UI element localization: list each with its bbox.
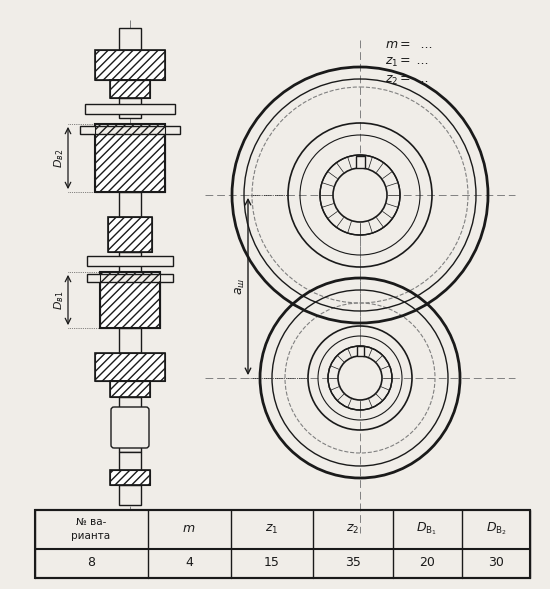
Bar [110, 381, 150, 397]
Bar [110, 80, 150, 98]
Text: $z_2$: $z_2$ [346, 522, 360, 535]
Bar [119, 485, 141, 505]
Text: 8: 8 [87, 557, 95, 570]
Bar [110, 470, 150, 485]
Bar [100, 272, 160, 328]
Circle shape [320, 155, 400, 235]
Bar [108, 217, 152, 252]
Bar [356, 156, 365, 168]
Text: $D_{в1}$: $D_{в1}$ [52, 290, 66, 310]
Bar [110, 80, 150, 98]
Bar [108, 217, 152, 252]
Bar [110, 381, 150, 397]
Text: $z_1=$ ...: $z_1=$ ... [385, 56, 429, 69]
Bar [110, 470, 150, 485]
FancyBboxPatch shape [111, 407, 149, 448]
Bar [95, 353, 165, 381]
Bar [95, 50, 165, 80]
Bar [119, 328, 141, 353]
Text: $m=$  ...: $m=$ ... [385, 38, 433, 51]
Text: $m$: $m$ [183, 522, 196, 535]
Text: 20: 20 [419, 557, 435, 570]
Bar [35, 510, 530, 578]
Text: № ва-
риaнта: № ва- риaнта [72, 517, 111, 541]
Bar [95, 124, 165, 192]
Text: 4: 4 [185, 557, 193, 570]
Bar [95, 50, 165, 80]
Bar [100, 272, 160, 328]
Bar [95, 50, 165, 80]
Bar [119, 452, 141, 470]
Bar [95, 353, 165, 381]
Text: 35: 35 [345, 557, 361, 570]
Bar [87, 274, 173, 282]
Bar [87, 256, 173, 266]
Bar [357, 346, 364, 356]
Text: $z_2=$ ...: $z_2=$ ... [385, 74, 429, 87]
Bar [110, 80, 150, 98]
Text: $D_{в2}$: $D_{в2}$ [52, 148, 66, 168]
Bar [119, 252, 141, 272]
Text: $D_{\mathrm{B_1}}$: $D_{\mathrm{B_1}}$ [416, 521, 437, 537]
Bar [95, 124, 165, 192]
Bar [110, 381, 150, 397]
Bar [110, 470, 150, 485]
Circle shape [328, 346, 392, 410]
Bar [100, 272, 160, 328]
Bar [108, 217, 152, 252]
Bar [95, 353, 165, 381]
Bar [119, 28, 141, 50]
Text: 15: 15 [264, 557, 280, 570]
Text: $D_{\mathrm{B_2}}$: $D_{\mathrm{B_2}}$ [486, 521, 507, 537]
Bar [80, 126, 180, 134]
Bar [95, 124, 165, 192]
Bar [119, 192, 141, 217]
Text: 30: 30 [488, 557, 504, 570]
Text: $a_{ш}$: $a_{ш}$ [233, 277, 246, 294]
Text: $z_1$: $z_1$ [265, 522, 279, 535]
Bar [119, 397, 141, 452]
Bar [119, 98, 141, 118]
Bar [85, 104, 175, 114]
